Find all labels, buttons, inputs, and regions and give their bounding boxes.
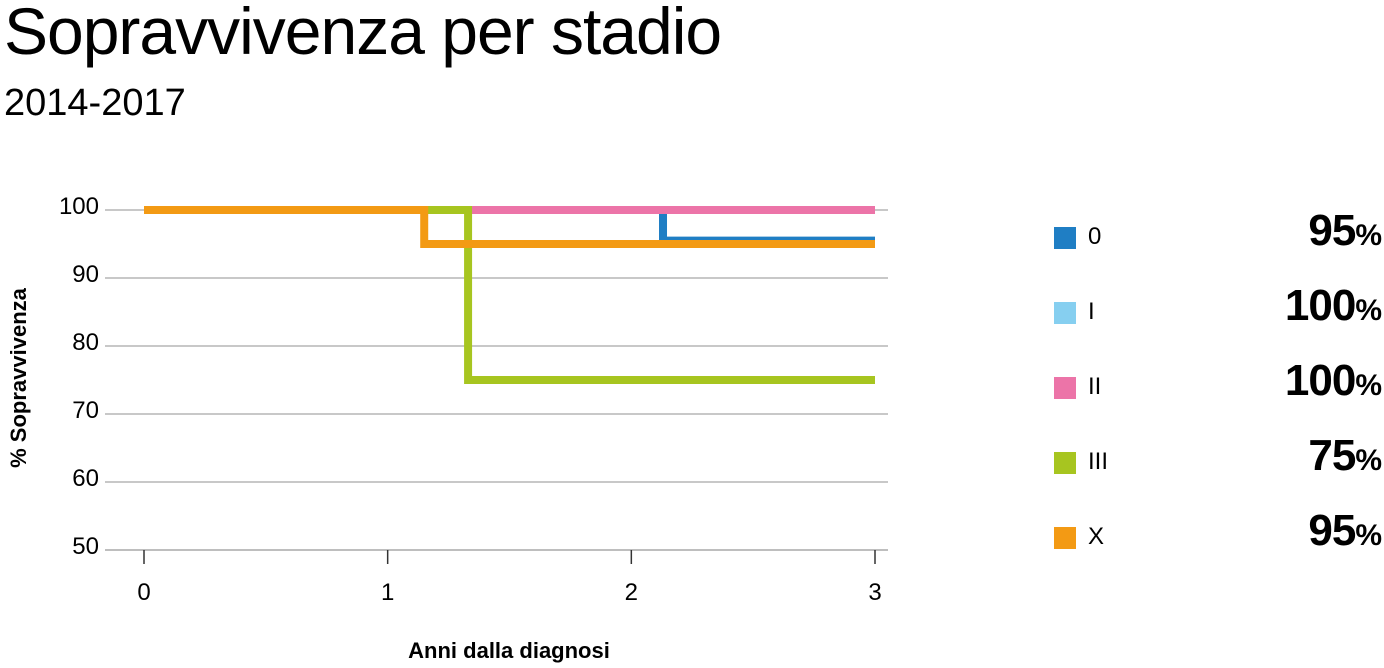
legend-swatch bbox=[1054, 302, 1076, 324]
legend-label: 0 bbox=[1088, 223, 1102, 250]
series-line-0 bbox=[144, 206, 875, 245]
legend-item-4: X 95% bbox=[1054, 502, 1384, 578]
legend-value-number: 95 bbox=[1308, 206, 1356, 255]
x-tick-label-0: 0 bbox=[137, 579, 150, 606]
legend-label: I bbox=[1088, 298, 1095, 325]
x-tick-label-1: 1 bbox=[381, 579, 394, 606]
legend-value-number: 95 bbox=[1308, 506, 1356, 555]
legend-value-number: 75 bbox=[1308, 431, 1356, 480]
legend-item-2: II 100% bbox=[1054, 352, 1384, 428]
legend-label: X bbox=[1088, 523, 1105, 550]
y-tick-label-60: 60 bbox=[72, 465, 99, 492]
y-tick-label-90: 90 bbox=[72, 261, 99, 288]
legend-value-number: 100 bbox=[1284, 356, 1356, 405]
legend-swatch bbox=[1054, 227, 1076, 249]
y-tick-label-100: 100 bbox=[59, 193, 99, 220]
survival-chart: 0 1 2 3 50 60 70 80 90 100 Anni dalla diagnosi %… bbox=[6, 193, 888, 663]
y-tick-label-80: 80 bbox=[72, 329, 99, 356]
legend-item-1: I 100% bbox=[1054, 277, 1384, 353]
legend-label: II bbox=[1088, 373, 1102, 400]
legend-value: 100% bbox=[1285, 281, 1382, 336]
legend-swatch bbox=[1054, 527, 1076, 549]
legend-value: 95% bbox=[1308, 506, 1382, 561]
legend-value-unit: % bbox=[1355, 369, 1382, 402]
legend-value-unit: % bbox=[1355, 444, 1382, 477]
legend-value-unit: % bbox=[1355, 294, 1382, 327]
x-tick-label-3: 3 bbox=[868, 579, 881, 606]
legend-value-unit: % bbox=[1355, 519, 1382, 552]
series-line-4 bbox=[144, 206, 875, 248]
chart-title: Sopravvivenza per stadio bbox=[4, 0, 722, 68]
x-tick-label-2: 2 bbox=[625, 579, 638, 606]
y-axis-title: % Sopravvivenza bbox=[6, 287, 31, 468]
chart-subtitle: 2014-2017 bbox=[4, 82, 186, 124]
legend-value: 75% bbox=[1308, 431, 1382, 486]
legend-value: 95% bbox=[1308, 206, 1382, 261]
x-axis-title: Anni dalla diagnosi bbox=[408, 638, 610, 663]
legend-value-number: 100 bbox=[1284, 281, 1356, 330]
y-tick-label-50: 50 bbox=[72, 533, 99, 560]
legend-item-0: 0 95% bbox=[1054, 202, 1384, 278]
legend-item-3: III 75% bbox=[1054, 427, 1384, 503]
y-tick-label-70: 70 bbox=[72, 397, 99, 424]
series-line-3 bbox=[144, 206, 875, 384]
legend-value-unit: % bbox=[1355, 219, 1382, 252]
legend-swatch bbox=[1054, 377, 1076, 399]
legend-value: 100% bbox=[1285, 356, 1382, 411]
legend-swatch bbox=[1054, 452, 1076, 474]
legend-label: III bbox=[1088, 448, 1109, 475]
